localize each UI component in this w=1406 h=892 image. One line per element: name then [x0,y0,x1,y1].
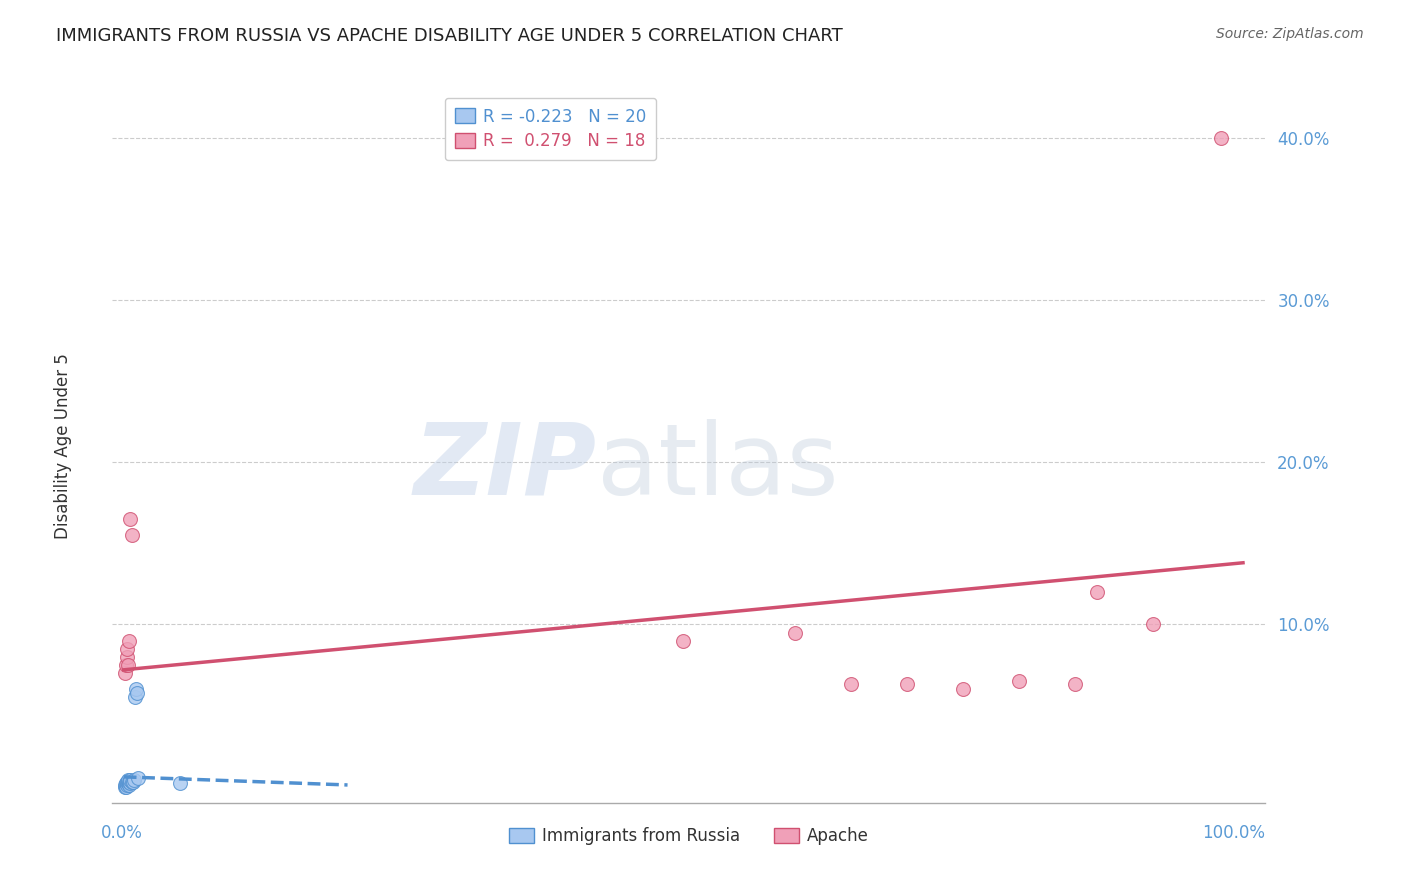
Point [124,690,146,705]
Point [114,778,136,792]
Point [121,774,143,789]
Legend: Immigrants from Russia, Apache: Immigrants from Russia, Apache [502,821,876,852]
Point [115,641,138,656]
Text: IMMIGRANTS FROM RUSSIA VS APACHE DISABILITY AGE UNDER 5 CORRELATION CHART: IMMIGRANTS FROM RUSSIA VS APACHE DISABIL… [56,27,844,45]
Text: ZIP: ZIP [413,419,596,516]
Point [1064,677,1087,691]
Point [125,682,148,697]
Point [118,633,141,648]
Point [118,778,141,792]
Point [169,776,191,790]
Point [121,528,143,542]
Point [115,780,138,794]
Point [122,773,145,788]
Point [1087,585,1109,599]
Point [672,633,695,648]
Point [115,774,138,789]
Point [785,625,807,640]
Point [117,657,139,672]
Point [120,776,142,790]
Point [952,682,974,697]
Point [1008,674,1031,689]
Point [115,778,138,792]
Text: 0.0%: 0.0% [101,824,143,842]
Point [118,774,141,789]
Point [115,657,138,672]
Point [1209,131,1232,145]
Point [115,776,138,790]
Point [117,773,139,788]
Point [117,776,139,790]
Point [114,666,136,681]
Point [127,685,149,699]
Point [115,649,138,664]
Point [896,677,918,691]
Point [1142,617,1164,632]
Point [839,677,862,691]
Point [127,772,149,786]
Point [114,780,136,794]
Text: Disability Age Under 5: Disability Age Under 5 [55,353,72,539]
Point [120,512,142,526]
Text: Source: ZipAtlas.com: Source: ZipAtlas.com [1216,27,1364,41]
Point [120,773,142,788]
Text: 100.0%: 100.0% [1202,824,1265,842]
Text: atlas: atlas [596,419,838,516]
Point [121,774,143,789]
